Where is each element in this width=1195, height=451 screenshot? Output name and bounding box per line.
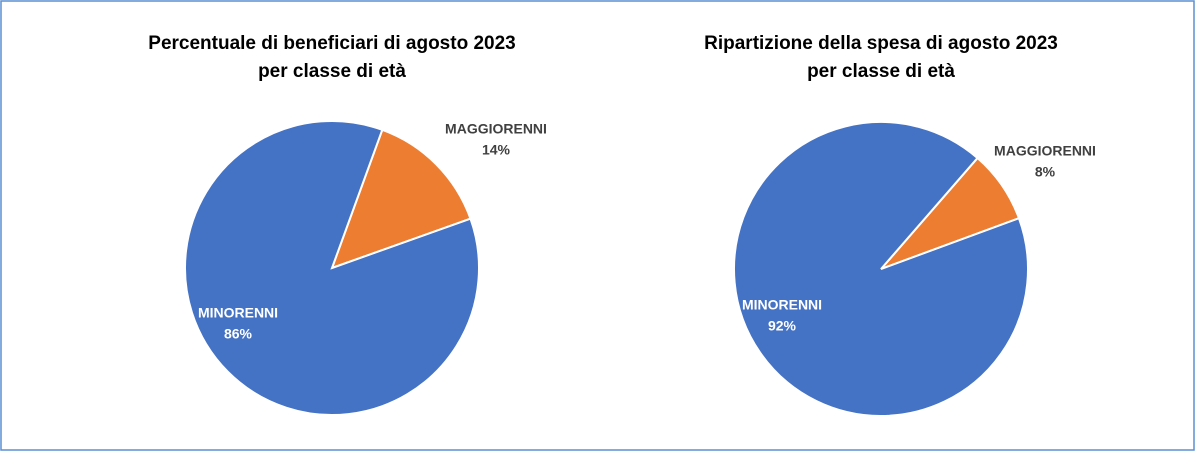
chart-title: Ripartizione della spesa di agosto 2023 [704, 33, 1058, 54]
slice-category: MINORENNI [742, 297, 822, 313]
pie-slice [733, 121, 1029, 417]
slice-category: MAGGIORENNI [445, 121, 547, 137]
chart-title: per classe di età [258, 61, 406, 82]
slice-value-label: 92% [768, 318, 797, 334]
chart-title: Percentuale di beneficiari di agosto 202… [148, 33, 515, 54]
pie-slice [330, 128, 472, 270]
chart-title: per classe di età [807, 61, 955, 82]
slice-category: MINORENNI [198, 305, 278, 321]
slice-value-label: 8% [1035, 164, 1056, 180]
slice-value-label: 14% [482, 142, 511, 158]
pie-slice [184, 120, 480, 416]
slice-category: MAGGIORENNI [994, 143, 1096, 159]
slice-value-label: 86% [224, 326, 253, 342]
